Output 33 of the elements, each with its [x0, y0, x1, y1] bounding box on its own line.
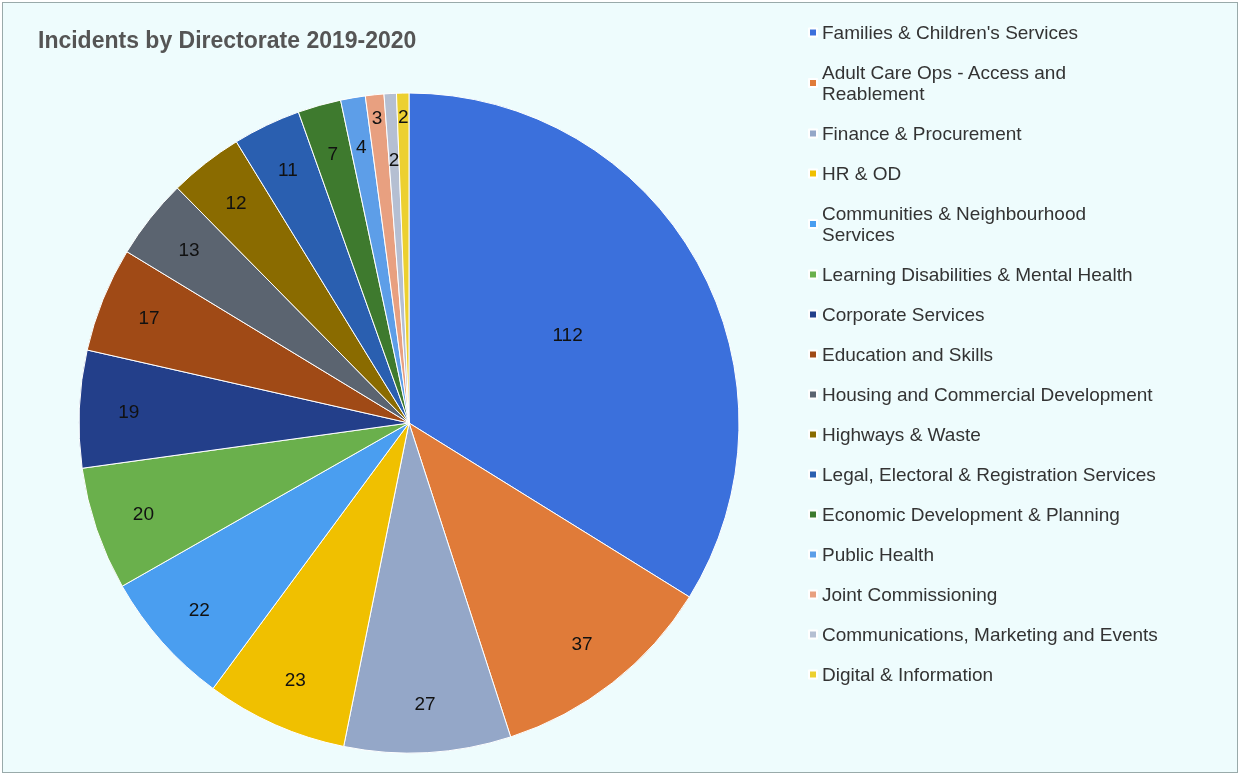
data-label: 4 — [356, 136, 368, 158]
legend-label: Housing and Commercial Development — [822, 384, 1154, 405]
data-label: 3 — [371, 107, 383, 129]
legend-label: Finance & Procurement — [822, 123, 1023, 144]
data-label: 37 — [571, 633, 593, 655]
data-label: 13 — [178, 238, 200, 260]
legend-label: Corporate Services — [822, 304, 985, 325]
legend-label: Economic Development & Planning — [822, 504, 1120, 525]
data-label: 17 — [138, 307, 160, 329]
data-label: 20 — [132, 502, 154, 524]
data-label: 2 — [397, 105, 409, 127]
legend-label: Highways & Waste — [822, 424, 981, 445]
legend-label: Digital & Information — [822, 664, 994, 685]
legend-label: Learning Disabilities & Mental Health — [822, 264, 1133, 285]
legend-label: Joint Commissioning — [822, 584, 998, 605]
legend-label: Adult Care Ops - Access and Reablement — [822, 62, 1072, 104]
data-label: 12 — [225, 191, 247, 213]
legend-label: Families & Children's Services — [822, 22, 1078, 43]
legend-label: Legal, Electoral & Registration Services — [822, 464, 1156, 485]
data-label: 112 — [552, 324, 583, 346]
data-label: 11 — [278, 159, 298, 181]
data-label: 2 — [388, 148, 400, 170]
legend-label: Education and Skills — [822, 344, 994, 365]
data-label: 19 — [118, 400, 140, 422]
data-label: 22 — [188, 598, 210, 620]
data-label: 27 — [414, 692, 436, 714]
legend-label: Communications, Marketing and Events — [822, 624, 1158, 645]
legend-label: Public Health — [822, 544, 934, 565]
legend-label: Communities & Neighbourhood Services — [822, 203, 1092, 245]
data-label: 7 — [327, 142, 339, 164]
chart-title: Incidents by Directorate 2019-2020 — [38, 26, 417, 53]
data-label: 23 — [284, 668, 306, 690]
legend-label: HR & OD — [822, 163, 902, 184]
